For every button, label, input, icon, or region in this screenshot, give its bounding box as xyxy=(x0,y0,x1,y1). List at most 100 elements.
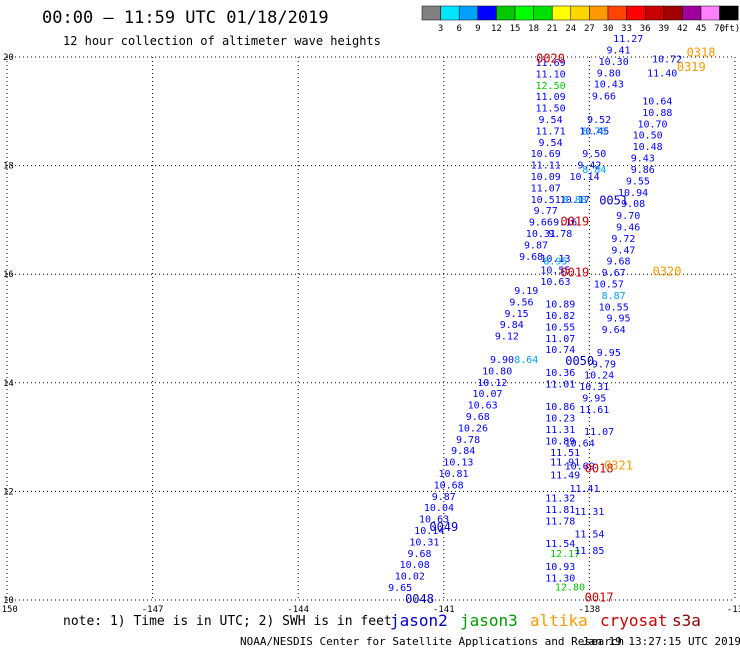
legend-swatch xyxy=(421,5,441,21)
pass-label: 0318 xyxy=(687,46,716,60)
swh-value: 10.63 xyxy=(540,277,570,288)
swh-value: 8.95 xyxy=(543,257,567,268)
swh-value: 10.69 xyxy=(531,149,561,160)
legend-label: 15 xyxy=(510,24,521,34)
chart-subtitle: 12 hour collection of altimeter wave hei… xyxy=(63,34,381,48)
legend-swatch xyxy=(663,5,683,21)
satellite-name: jason3 xyxy=(460,611,518,630)
swh-value: 9.86 xyxy=(631,165,655,176)
swh-value: 9.80 xyxy=(597,68,621,79)
swh-value: 11.07 xyxy=(545,334,575,345)
swh-value: 9.77 xyxy=(534,206,558,217)
swh-value: 9.15 xyxy=(505,309,529,320)
swh-value: 10.23 xyxy=(545,414,575,425)
swh-value: 9.78 xyxy=(456,435,480,446)
swh-value: 9.54 xyxy=(539,115,563,126)
swh-value: 9.95 xyxy=(582,394,606,405)
swh-value: 11.32 xyxy=(545,493,575,504)
swh-value: 9.12 xyxy=(495,332,519,343)
legend-swatch xyxy=(440,5,460,21)
legend-label: 3 xyxy=(438,24,443,34)
legend-label: 27 xyxy=(584,24,595,34)
swh-value: 12.80 xyxy=(555,583,585,594)
swh-value: 11.07 xyxy=(584,427,614,438)
x-tick-label: -150 xyxy=(0,605,18,615)
swh-value: 10.86 xyxy=(545,402,575,413)
legend-swatch xyxy=(514,5,534,21)
color-legend: 3 6 9 12 15 18 21 24 27 30 33 36 39 42 45 70(ft) xyxy=(421,5,740,34)
swh-value: 10.31 xyxy=(409,537,439,548)
swh-value: 10.02 xyxy=(395,572,425,583)
swh-value: 9.67 xyxy=(602,268,626,279)
swh-value: 9.65 xyxy=(388,583,412,594)
swh-value: 9.90 xyxy=(490,355,514,366)
swh-value: 10.63 xyxy=(468,401,498,412)
swh-value: 10.17 xyxy=(560,195,590,206)
swh-value: 11.81 xyxy=(545,505,575,516)
swh-value: 11.11 xyxy=(531,161,561,172)
pass-label: 0020 xyxy=(536,52,565,66)
swh-value: 9.68 xyxy=(606,257,630,268)
pass-label: 0017 xyxy=(585,590,614,604)
legend-label: 30 xyxy=(603,24,614,34)
swh-value: 11.10 xyxy=(536,69,566,80)
y-tick-label: 14 xyxy=(3,379,14,389)
swh-value: 9.79 xyxy=(592,359,616,370)
swh-value: 11.71 xyxy=(536,126,566,137)
swh-value: 9.08 xyxy=(621,199,645,210)
credit-line: NOAA/NESDIS Center for Satellite Applica… xyxy=(240,635,624,648)
pass-label: 0051 xyxy=(599,193,628,207)
swh-value: 10.13 xyxy=(443,458,473,469)
swh-value: 10.63 xyxy=(419,515,449,526)
swh-value: 9.87 xyxy=(432,492,456,503)
legend-label: 42 xyxy=(677,24,688,34)
swh-value: 10.14 xyxy=(414,526,444,537)
satellite-name: s3a xyxy=(672,611,701,630)
swh-value: 10.55 xyxy=(599,302,629,313)
legend-swatch xyxy=(570,5,590,21)
legend-label: 21 xyxy=(547,24,558,34)
legend-label: 6 xyxy=(456,24,461,34)
satellite-name: jason2 xyxy=(390,611,448,630)
swh-value: 10.94 xyxy=(618,188,648,199)
legend-label: 12 xyxy=(491,24,502,34)
swh-value: 8.87 xyxy=(602,291,626,302)
swh-value: 11.07 xyxy=(531,183,561,194)
legend-label: 39 xyxy=(658,24,669,34)
swh-value: 9.78 xyxy=(548,229,572,240)
legend-label: 70 xyxy=(714,24,725,34)
swh-value: 10.70 xyxy=(637,119,667,130)
swh-value: 9.87 xyxy=(524,240,548,251)
timestamp: Jan 19 13:27:15 UTC 2019 xyxy=(582,635,740,648)
swh-value: 9.46 xyxy=(616,223,640,234)
x-tick-label: -138 xyxy=(579,605,601,615)
swh-value: 9.70 xyxy=(616,211,640,222)
swh-value: 9.68 xyxy=(519,252,543,263)
axis-labels: -150 -147 -144 -141 -138 -13 10 12 14 16 18 20 xyxy=(0,53,740,615)
swh-value: 9.84 xyxy=(500,320,524,331)
pass-label: 0319 xyxy=(677,60,706,74)
legend-swatch xyxy=(700,5,720,21)
swh-value: 11.49 xyxy=(550,471,580,482)
swh-value: 9.50 xyxy=(582,149,606,160)
x-tick-label: -144 xyxy=(287,605,309,615)
pass-label: 0320 xyxy=(653,264,682,278)
swh-value: 9.16 xyxy=(553,218,577,229)
swh-value: 10.68 xyxy=(434,480,464,491)
swh-value: 9.72 xyxy=(611,234,635,245)
x-tick-label: -141 xyxy=(433,605,455,615)
swh-value: 9.95 xyxy=(597,348,621,359)
data-marks: 9.6510.0210.089.6810.3110.1410.6310.049.… xyxy=(388,34,682,594)
swh-value: 11.31 xyxy=(574,507,604,518)
swh-value: 9.19 xyxy=(514,286,538,297)
satellite-legend: jason2 jason3 altika cryosat s3a xyxy=(390,611,701,630)
swh-value: 11.54 xyxy=(574,529,604,540)
swh-value: 9.68 xyxy=(466,412,490,423)
satellite-name: cryosat xyxy=(600,611,667,630)
swh-value: 11.01 xyxy=(545,379,575,390)
y-tick-label: 10 xyxy=(3,596,14,606)
swh-value: 9.52 xyxy=(587,115,611,126)
swh-value: 10.74 xyxy=(545,345,575,356)
swh-value: 10.81 xyxy=(438,469,468,480)
